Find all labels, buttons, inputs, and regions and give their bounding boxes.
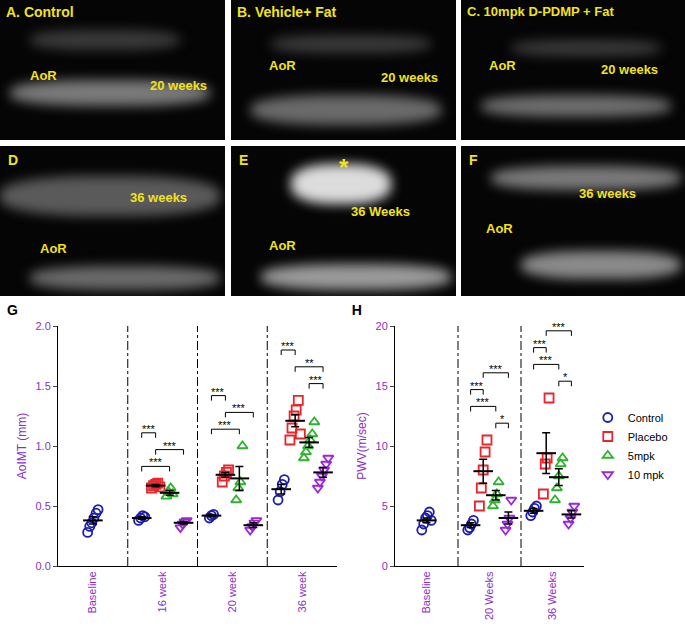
svg-text:***: *** bbox=[149, 456, 163, 468]
svg-text:***: *** bbox=[476, 396, 490, 408]
svg-text:Placebo: Placebo bbox=[628, 431, 668, 443]
svg-text:***: *** bbox=[552, 321, 566, 333]
svg-text:0.0: 0.0 bbox=[36, 560, 51, 572]
html-text:36 weeks: 36 weeks bbox=[579, 186, 637, 201]
html-text:36 Weeks: 36 Weeks bbox=[351, 204, 410, 219]
svg-text:20: 20 bbox=[376, 320, 388, 332]
svg-text:10: 10 bbox=[376, 440, 388, 452]
svg-text:***: *** bbox=[470, 380, 484, 392]
svg-text:AoIMT (mm): AoIMT (mm) bbox=[15, 413, 29, 479]
svg-text:10 mpk: 10 mpk bbox=[628, 469, 665, 481]
html-text:E: E bbox=[239, 152, 249, 168]
svg-text:5: 5 bbox=[382, 500, 388, 512]
svg-text:1.0: 1.0 bbox=[36, 440, 51, 452]
svg-text:20 Weeks: 20 Weeks bbox=[483, 571, 495, 620]
svg-text:***: *** bbox=[539, 354, 553, 366]
svg-text:5mpk: 5mpk bbox=[628, 450, 655, 462]
svg-text:***: *** bbox=[533, 338, 547, 350]
svg-text:***: *** bbox=[163, 440, 177, 452]
html-text:36 weeks: 36 weeks bbox=[130, 190, 188, 205]
svg-text:***: *** bbox=[281, 340, 295, 352]
svg-text:***: *** bbox=[309, 374, 323, 386]
html-text:20 weeks: 20 weeks bbox=[150, 78, 208, 93]
svg-text:***: *** bbox=[489, 363, 503, 375]
html-text:AoR: AoR bbox=[30, 68, 57, 83]
svg-text:Baseline: Baseline bbox=[86, 571, 98, 613]
svg-text:*: * bbox=[563, 371, 568, 383]
svg-text:***: *** bbox=[232, 402, 246, 414]
svg-text:36 week: 36 week bbox=[296, 571, 308, 612]
svg-text:15: 15 bbox=[376, 380, 388, 392]
html-text:F: F bbox=[469, 152, 478, 168]
html-text:A. Control: A. Control bbox=[6, 4, 74, 20]
html-text:AoR: AoR bbox=[40, 241, 67, 256]
html-text:AoR: AoR bbox=[269, 238, 296, 253]
svg-text:H: H bbox=[352, 302, 362, 318]
svg-text:Control: Control bbox=[628, 412, 663, 424]
html-text:AoR: AoR bbox=[269, 58, 296, 73]
svg-text:36 Weeks: 36 Weeks bbox=[546, 571, 558, 620]
svg-text:1.5: 1.5 bbox=[36, 380, 51, 392]
html-text:20 weeks: 20 weeks bbox=[381, 70, 439, 85]
html-text:AoR: AoR bbox=[489, 58, 516, 73]
html-text:D: D bbox=[8, 152, 19, 168]
svg-text:***: *** bbox=[211, 386, 225, 398]
html-text:B. Vehicle+ Fat: B. Vehicle+ Fat bbox=[237, 4, 337, 20]
svg-text:16 week: 16 week bbox=[156, 571, 168, 612]
svg-text:***: *** bbox=[218, 419, 232, 431]
svg-text:0.5: 0.5 bbox=[36, 500, 51, 512]
html-text:20 weeks: 20 weeks bbox=[601, 62, 659, 77]
svg-text:**: ** bbox=[305, 357, 314, 369]
svg-text:20 week: 20 week bbox=[226, 571, 238, 612]
svg-text:0: 0 bbox=[382, 560, 388, 572]
svg-text:***: *** bbox=[142, 423, 156, 435]
html-text:AoR: AoR bbox=[486, 221, 513, 236]
svg-text:G: G bbox=[7, 302, 18, 318]
svg-text:*: * bbox=[500, 413, 505, 425]
svg-text:2.0: 2.0 bbox=[36, 320, 51, 332]
html-text:C. 10mpk D-PDMP + Fat: C. 10mpk D-PDMP + Fat bbox=[467, 4, 614, 19]
svg-text:PWV(m/sec): PWV(m/sec) bbox=[355, 412, 369, 479]
svg-text:Baseline: Baseline bbox=[420, 571, 432, 613]
